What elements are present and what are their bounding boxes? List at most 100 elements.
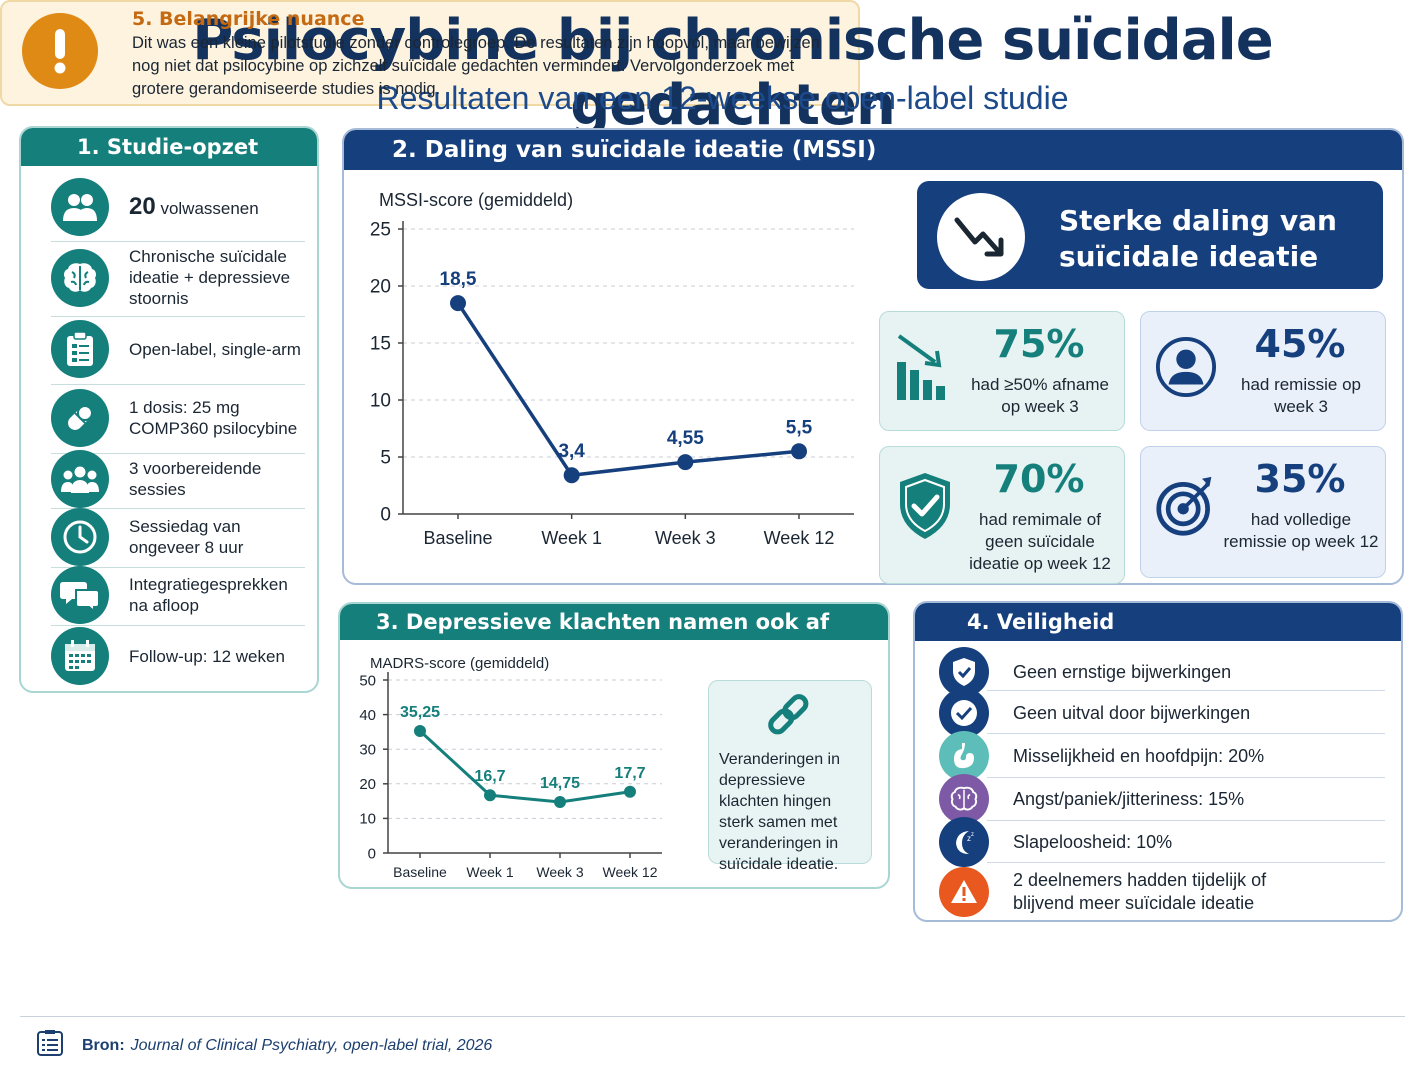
stat-card: 75% had ≥50% afname op week 3 [879, 311, 1125, 431]
trend-down-icon [937, 193, 1025, 281]
pill-icon [51, 389, 109, 447]
person-icon [1155, 332, 1217, 402]
stat-value: 75% [993, 322, 1085, 366]
correlation-note: Veranderingen in depressieve klachten hi… [708, 680, 872, 873]
exclamation-icon [22, 13, 98, 89]
data-label: 18,5 [440, 269, 477, 290]
study-design-panel: 1. Studie-opzet 20 volwassenen Chronisch… [19, 126, 319, 693]
y-tick-label: 20 [359, 776, 376, 793]
x-tick-label: Week 3 [655, 528, 716, 548]
x-tick-label: Week 12 [603, 864, 658, 880]
correlation-text: Veranderingen in depressieve klachten hi… [719, 751, 840, 873]
study-item-text: Open-label, single-arm [129, 339, 301, 359]
y-tick-label: 15 [370, 334, 391, 355]
study-item-text: 3 voorbereidende sessies [129, 459, 262, 499]
y-axis-label: MADRS-score (gemiddeld) [370, 655, 549, 672]
svg-text:z: z [967, 834, 971, 843]
y-tick-label: 50 [359, 672, 376, 689]
participants-label: volwassenen [160, 198, 259, 218]
safety-item: 2 deelnemers hadden tijdelijk of blijven… [939, 867, 1389, 917]
depression-heading: 3. Depressieve klachten namen ook af [340, 604, 888, 640]
x-tick-label: Week 12 [764, 528, 835, 548]
study-item: Follow-up: 12 weken [51, 627, 303, 685]
data-point [563, 467, 580, 484]
y-tick-label: 25 [370, 220, 391, 241]
calendar-icon [51, 627, 109, 685]
stat-card: 70% had remimale of geen suïcidale ideat… [879, 446, 1125, 584]
y-axis-label: MSSI-score (gemiddeld) [379, 190, 573, 210]
safety-item: Misselijkheid en hoofdpijn: 20% [939, 731, 1389, 781]
source-footer: Bron: Journal of Clinical Psychiatry, op… [36, 1029, 492, 1062]
series-line [418, 729, 631, 804]
mssi-heading: 2. Daling van suïcidale ideatie (MSSI) [344, 130, 1402, 170]
y-tick-label: 0 [368, 845, 376, 862]
shield-check-icon [894, 471, 956, 541]
mssi-panel: 2. Daling van suïcidale ideatie (MSSI) M… [342, 128, 1404, 585]
stat-card: 45% had remissie op week 3 [1140, 311, 1386, 431]
data-point [791, 443, 807, 460]
data-label: 35,25 [400, 704, 440, 721]
nuance-text: Dit was een kleine pilotstudie zonder co… [132, 34, 820, 98]
y-tick-label: 10 [359, 811, 376, 828]
y-tick-label: 5 [380, 448, 391, 469]
safety-heading: 4. Veiligheid [915, 603, 1401, 641]
stat-value: 45% [1254, 322, 1346, 366]
study-item: Chronische suïcidale ideatie + depressie… [51, 246, 303, 309]
link-icon [765, 693, 813, 742]
nuance-panel: 5. Belangrijke nuance Dit was een kleine… [0, 0, 860, 106]
mssi-callout: Sterke daling van suïcidale ideatie [917, 181, 1383, 289]
warning-icon [939, 867, 989, 917]
study-item: 3 voorbereidende sessies [51, 450, 303, 508]
y-tick-label: 40 [359, 707, 376, 724]
data-point [414, 725, 426, 738]
data-point [624, 785, 636, 798]
bar-decline-icon [894, 332, 956, 402]
nuance-heading: 5. Belangrijke nuance [132, 8, 365, 30]
study-item: Integratiegesprekken na afloop [51, 566, 303, 624]
participants-number: 20 [129, 192, 156, 220]
stat-label: had volledige remissie op week 12 [1223, 510, 1379, 551]
stat-label: had remimale of geen suïcidale ideatie o… [969, 510, 1111, 573]
study-item-text: Integratiegesprekken na afloop [129, 575, 288, 615]
study-item-text: 1 dosis: 25 mg COMP360 psilocybine [129, 398, 298, 438]
source-text: Journal of Clinical Psychiatry, open-lab… [130, 1036, 493, 1054]
study-item-participants: 20 volwassenen [51, 178, 303, 236]
safety-item: Geen uitval door bijwerkingen [939, 688, 1389, 738]
stat-value: 70% [993, 457, 1085, 501]
x-tick-label: Week 1 [541, 528, 602, 548]
x-tick-label: Baseline [393, 864, 447, 880]
series-line [456, 302, 800, 477]
clipboard-icon [51, 320, 109, 378]
data-point [484, 789, 496, 802]
target-icon [1155, 471, 1217, 541]
y-tick-label: 30 [359, 741, 376, 758]
study-item-text: Follow-up: 12 weken [129, 646, 285, 666]
study-item: Sessiedag van ongeveer 8 uur [51, 508, 303, 566]
study-item-text: Sessiedag van ongeveer 8 uur [129, 517, 244, 557]
people-icon [51, 178, 109, 236]
y-tick-label: 20 [370, 277, 391, 298]
stat-label: had ≥50% afname op week 3 [971, 375, 1109, 416]
mssi-chart: MSSI-score (gemiddeld) 0 5 10 15 20 25 Baseline… [370, 190, 854, 548]
y-tick-label: 0 [380, 505, 391, 526]
x-tick-label: Week 3 [536, 864, 583, 880]
study-design-heading: 1. Studie-opzet [21, 128, 317, 166]
safety-text: Slapeloosheid: 10% [1013, 831, 1173, 852]
safety-text: Geen ernstige bijwerkingen [1013, 661, 1232, 682]
depression-panel: 3. Depressieve klachten namen ook af MAD… [338, 602, 890, 889]
safety-panel: 4. Veiligheid Geen ernstige bijwerkingen… [913, 601, 1403, 922]
callout-text: Sterke daling van suïcidale ideatie [1059, 204, 1337, 273]
svg-text:z: z [971, 832, 974, 838]
stomach-icon [939, 731, 989, 781]
x-tick-label: Week 1 [466, 864, 513, 880]
brain-icon [51, 248, 109, 307]
safety-item: Angst/paniek/jitteriness: 15% [939, 774, 1389, 824]
clock-icon [51, 508, 109, 566]
check-circle-icon [939, 688, 989, 738]
safety-text: Angst/paniek/jitteriness: 15% [1013, 788, 1245, 809]
stat-card: 35% had volledige remissie op week 12 [1140, 446, 1386, 578]
study-item-text: Chronische suïcidale ideatie + depressie… [129, 247, 291, 308]
chat-icon [51, 566, 109, 624]
